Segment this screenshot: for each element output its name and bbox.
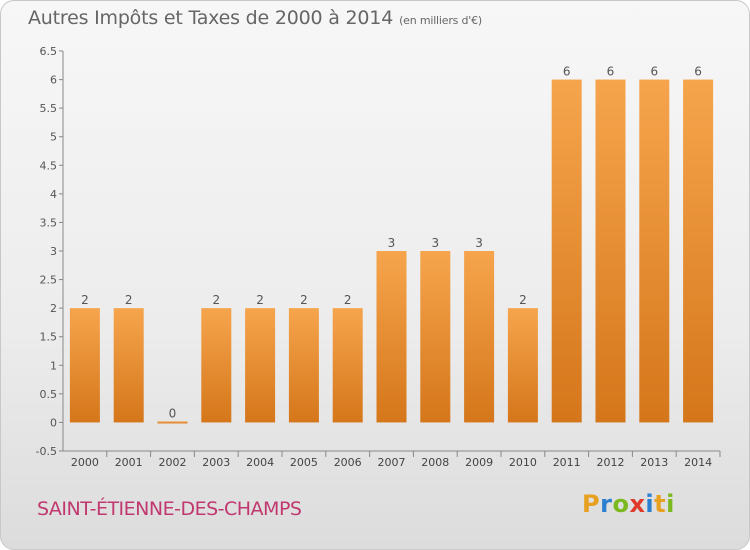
data-label: 2 [256, 293, 264, 307]
data-label: 6 [650, 65, 658, 79]
data-label: 2 [125, 293, 133, 307]
x-tick-label: 2000 [71, 456, 99, 469]
bar [157, 421, 188, 424]
y-tick-label: 1 [50, 359, 57, 372]
logo-letter: r [600, 490, 613, 518]
y-tick-label: 0 [50, 416, 57, 429]
bar [639, 79, 670, 423]
chart-title: Autres Impôts et Taxes de 2000 à 2014 (en… [28, 7, 482, 29]
bar [464, 251, 495, 423]
y-tick-label: 4 [50, 188, 57, 201]
y-tick-label: 0.5 [40, 388, 58, 401]
x-tick-label: 2006 [334, 456, 362, 469]
chart-title-unit: (en milliers d'€) [399, 14, 482, 27]
commune-name: SAINT-ÉTIENNE-DES-CHAMPS [37, 498, 302, 520]
bar [595, 79, 626, 423]
logo-letter: x [629, 490, 646, 518]
data-label: 2 [519, 293, 527, 307]
data-label: 2 [344, 293, 352, 307]
x-tick-label: 2002 [159, 456, 187, 469]
logo-letter: o [612, 490, 630, 518]
x-tick-label: 2010 [509, 456, 537, 469]
proxiti-logo[interactable]: Proxiti [582, 490, 675, 518]
x-tick-label: 2013 [640, 456, 668, 469]
bar [376, 251, 407, 423]
data-label: 6 [607, 65, 615, 79]
y-tick-label: 6.5 [40, 45, 58, 58]
y-tick-label: -0.5 [36, 445, 57, 458]
y-tick-label: 5.5 [40, 102, 58, 115]
data-label: 3 [475, 236, 483, 250]
data-label: 0 [169, 406, 177, 420]
y-tick-label: 2 [50, 302, 57, 315]
bar [683, 79, 714, 423]
bar [507, 308, 538, 423]
data-label: 3 [388, 236, 396, 250]
y-tick-label: 6 [50, 74, 57, 87]
x-tick-label: 2011 [553, 456, 581, 469]
logo-letter: P [582, 490, 601, 518]
x-tick-label: 2012 [597, 456, 625, 469]
chart-title-text: Autres Impôts et Taxes de 2000 à 2014 [28, 7, 394, 29]
data-label: 6 [694, 65, 702, 79]
data-label: 2 [300, 293, 308, 307]
x-tick-label: 2003 [202, 456, 230, 469]
y-tick-label: 3.5 [40, 216, 58, 229]
x-tick-label: 2005 [290, 456, 318, 469]
bar [332, 308, 363, 423]
bar [551, 79, 582, 423]
data-label: 2 [81, 293, 89, 307]
x-tick-label: 2004 [246, 456, 274, 469]
y-tick-label: 4.5 [40, 159, 58, 172]
logo-letter: i [666, 490, 675, 518]
logo-letter: i [645, 490, 655, 518]
bar [69, 308, 100, 423]
bar [201, 308, 232, 423]
data-label: 6 [563, 65, 571, 79]
data-label: 3 [431, 236, 439, 250]
x-tick-label: 2008 [421, 456, 449, 469]
bar [288, 308, 319, 423]
y-tick-label: 5 [50, 131, 57, 144]
y-tick-label: 2.5 [40, 274, 58, 287]
y-tick-label: 3 [50, 245, 57, 258]
y-tick-label: 1.5 [40, 331, 58, 344]
x-tick-label: 2001 [115, 456, 143, 469]
logo-letter: t [654, 490, 667, 518]
data-label: 2 [212, 293, 220, 307]
x-tick-label: 2007 [378, 456, 406, 469]
bar [420, 251, 451, 423]
x-tick-label: 2009 [465, 456, 493, 469]
bar [245, 308, 276, 423]
bar [113, 308, 144, 423]
x-tick-label: 2014 [684, 456, 712, 469]
